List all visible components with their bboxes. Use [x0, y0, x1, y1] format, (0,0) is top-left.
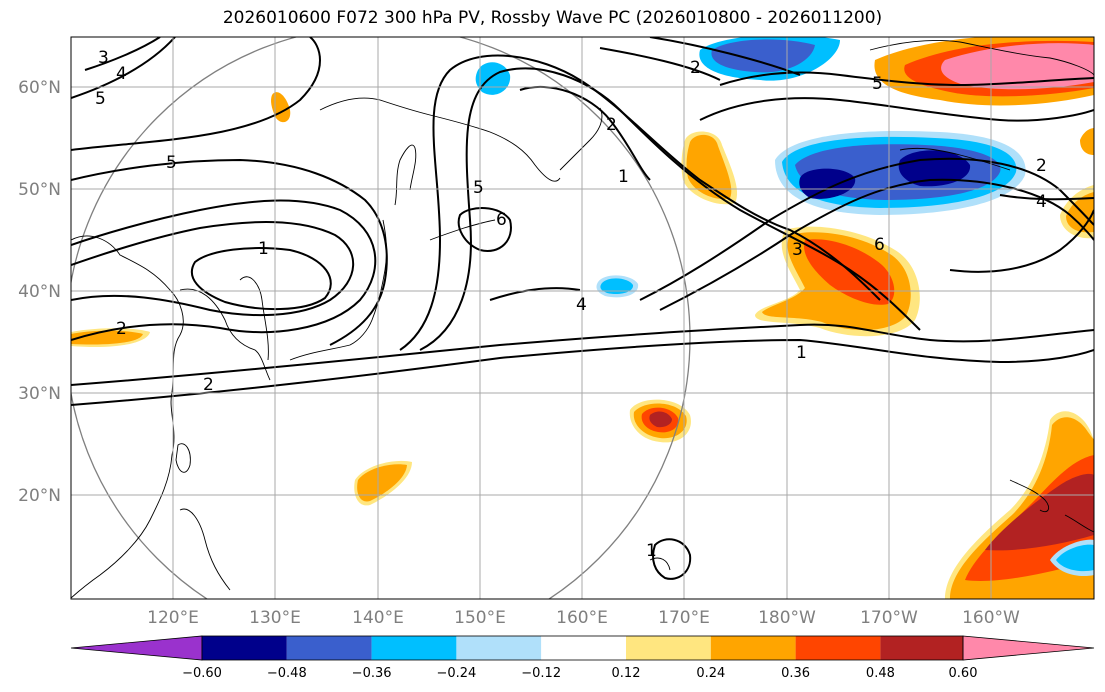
contour-label: 1	[796, 343, 807, 363]
contour-label: 2	[1036, 156, 1047, 176]
colorbar-tick-label: 0.12	[612, 666, 641, 681]
colorbar-segment	[202, 636, 287, 660]
colorbar-segment	[456, 636, 542, 660]
lat-label: 40°N	[18, 282, 61, 302]
map-frame	[70, 36, 1095, 600]
lon-label: 170°E	[658, 608, 710, 628]
lon-label: 120°E	[147, 608, 199, 628]
colorbar-extend-low	[70, 635, 203, 661]
colorbar-tick-label: 0.48	[866, 666, 895, 681]
contour-label: 4	[1036, 192, 1047, 212]
contour-label: 5	[166, 153, 177, 173]
lon-label: 160°E	[556, 608, 608, 628]
contour-label: 5	[95, 89, 106, 109]
longitude-labels: 120°E 130°E 140°E 150°E 160°E 170°E 180°…	[147, 608, 1020, 628]
map-panel: 3 4 5 5 1 2 2 5 6 4 1 2 2 3 6 1 2 4 1 5	[71, 37, 1094, 599]
lon-label: 180°W	[758, 608, 816, 628]
colorbar-tick-label: 0.36	[781, 666, 810, 681]
contour-label: 6	[874, 235, 885, 255]
contour-label: 2	[203, 375, 214, 395]
colorbar-tick-label: −0.24	[436, 666, 476, 681]
colorbar-tick-label: −0.48	[267, 666, 307, 681]
contour-label: 2	[116, 319, 127, 339]
contour-label: 5	[473, 178, 484, 198]
colorbar-segment	[710, 636, 796, 660]
colorbar-segment	[286, 636, 372, 660]
colorbar-tick-labels: −0.60 −0.48 −0.36 −0.24 −0.12 0.12 0.24 …	[182, 666, 977, 681]
pv-contours	[71, 37, 1094, 580]
colorbar-segment	[371, 636, 457, 660]
lat-label: 30°N	[18, 384, 61, 404]
colorbar-tick-label: 0.60	[949, 666, 978, 681]
contour-label: 2	[606, 115, 617, 135]
graticule	[71, 37, 1094, 599]
colorbar-tick-label: −0.60	[182, 666, 222, 681]
contour-label: 4	[576, 295, 587, 315]
lat-label: 50°N	[18, 180, 61, 200]
contour-label: 5	[872, 74, 883, 94]
colorbar-extend-high	[962, 635, 1095, 661]
contour-labels: 3 4 5 5 1 2 2 5 6 4 1 2 2 3 6 1 2 4 1 5	[95, 48, 1047, 561]
latitude-labels: 60°N 50°N 40°N 30°N 20°N	[18, 78, 61, 506]
coastlines	[71, 40, 1094, 599]
colorbar: −0.60 −0.48 −0.36 −0.24 −0.12 0.12 0.24 …	[70, 635, 1095, 681]
lon-label: 150°E	[454, 608, 506, 628]
colorbar-tick-label: −0.12	[521, 666, 561, 681]
contour-label: 3	[792, 240, 803, 260]
contour-label: 1	[646, 541, 657, 561]
colorbar-segment	[626, 636, 711, 660]
lon-label: 160°W	[962, 608, 1020, 628]
lon-label: 140°E	[352, 608, 404, 628]
contour-label: 1	[618, 167, 629, 187]
colorbar-segment	[795, 636, 881, 660]
pv-anomaly-shading	[71, 37, 1094, 599]
contour-label: 3	[98, 48, 109, 68]
lon-label: 130°E	[249, 608, 301, 628]
lat-label: 20°N	[18, 486, 61, 506]
contour-label: 1	[258, 239, 269, 259]
colorbar-segment	[541, 636, 626, 660]
contour-label: 4	[116, 64, 127, 84]
colorbar-segment	[880, 636, 966, 660]
colorbar-tick-label: −0.36	[352, 666, 392, 681]
lon-label: 170°W	[860, 608, 918, 628]
colorbar-tick-label: 0.24	[696, 666, 725, 681]
lat-label: 60°N	[18, 78, 61, 98]
contour-label: 2	[690, 58, 701, 78]
map-title: 2026010600 F072 300 hPa PV, Rossby Wave …	[222, 8, 883, 28]
contour-label: 6	[496, 210, 507, 230]
rossby-wave-domain-circle	[71, 37, 691, 599]
